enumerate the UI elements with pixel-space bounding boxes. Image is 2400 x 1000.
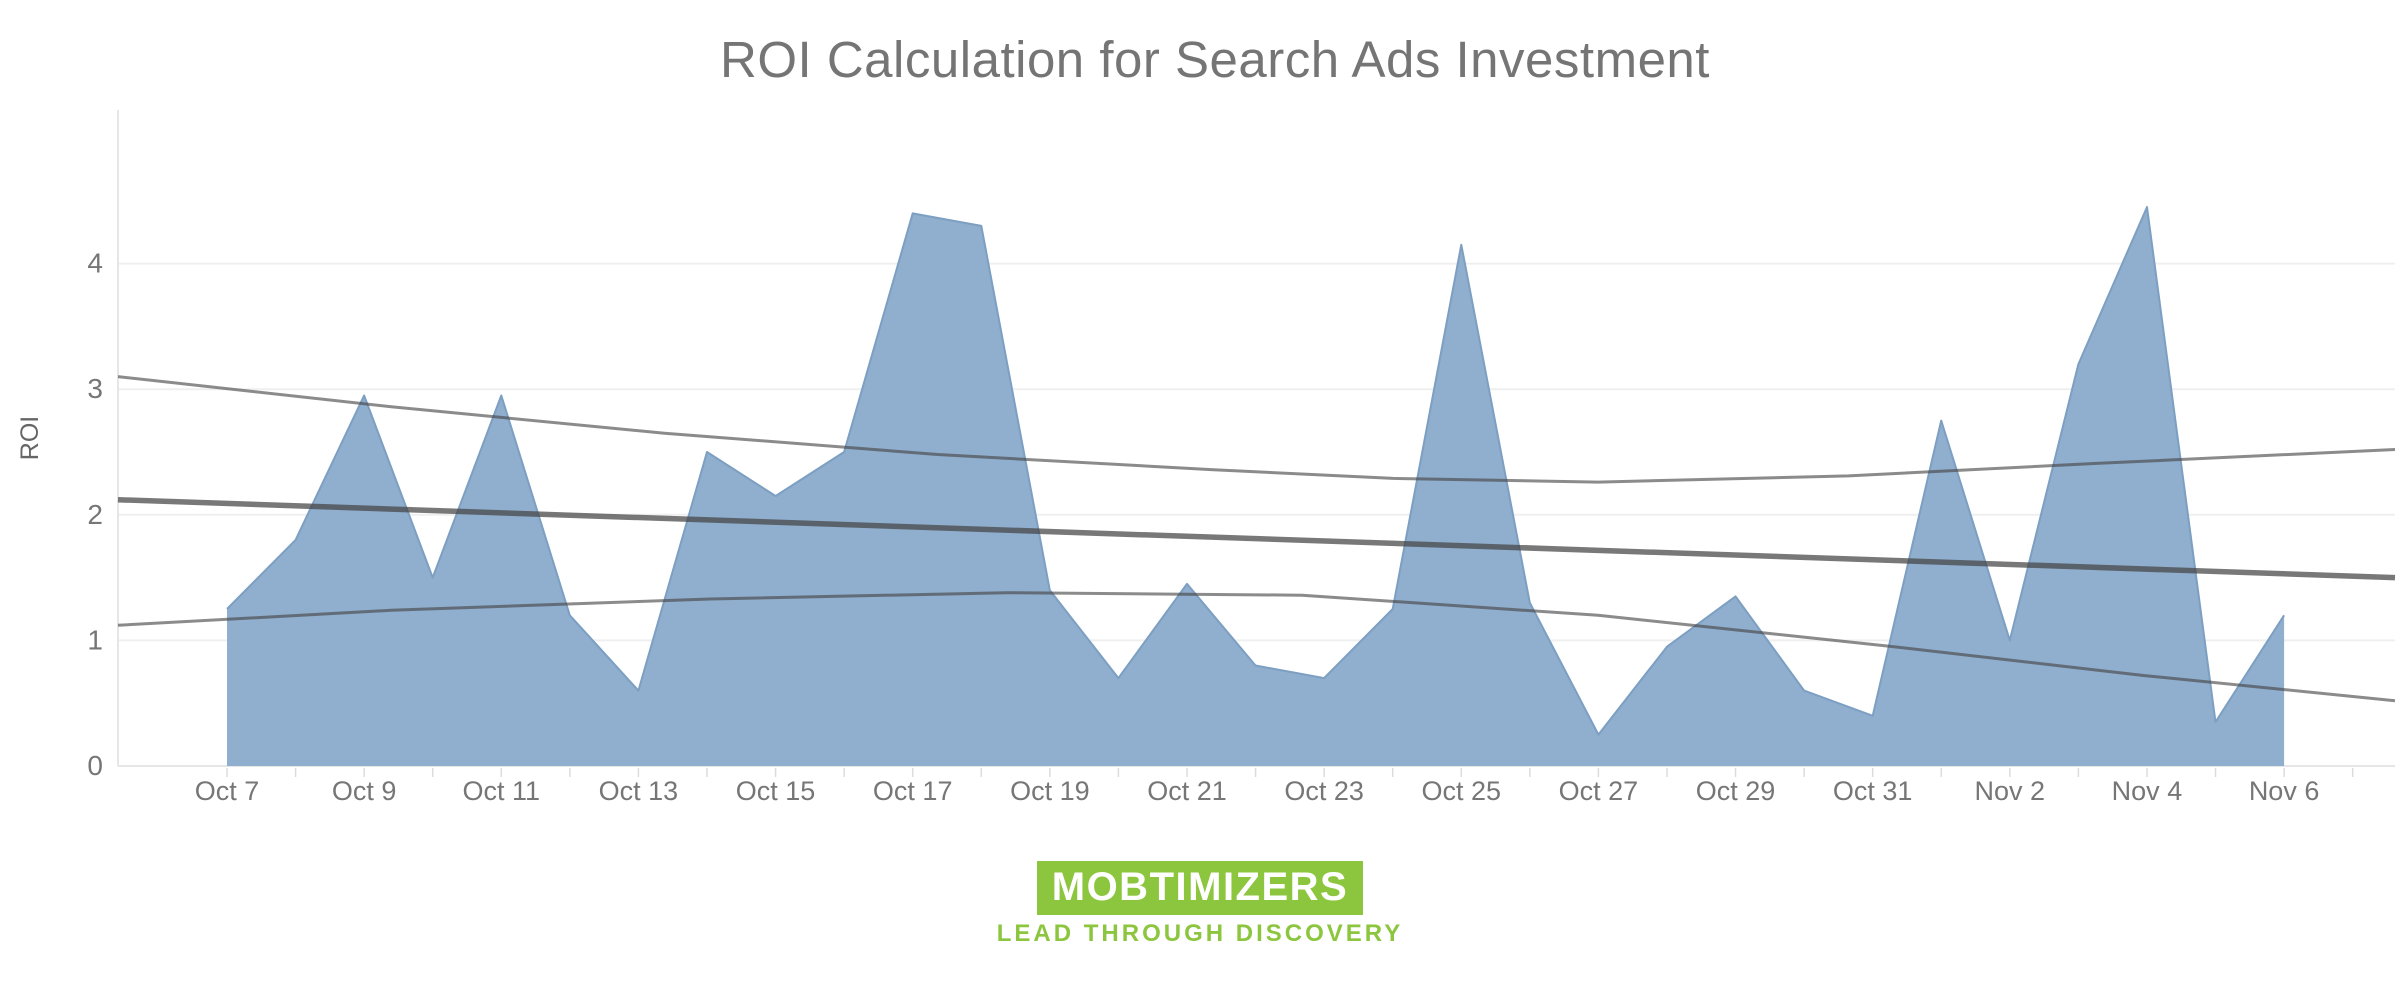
x-tick-label: Nov 2 (1975, 776, 2046, 806)
x-tick-label: Oct 25 (1421, 776, 1501, 806)
x-tick-labels: Oct 7 Oct 9 Oct 11 Oct 13 Oct 15 Oct 17 Oct 19… (195, 776, 2320, 806)
x-tick-label: Oct 7 (195, 776, 260, 806)
x-tick-label: Oct 21 (1147, 776, 1227, 806)
logo-name: MOBTIMIZERS (1051, 865, 1349, 909)
x-tick-label: Oct 9 (332, 776, 397, 806)
mobtimizers-logo[interactable]: MOBTIMIZERS (1036, 861, 1364, 915)
y-tick-label: 2 (87, 499, 103, 530)
x-tick-label: Oct 13 (599, 776, 679, 806)
roi-area-outline (226, 206, 2285, 736)
x-tick-label: Nov 6 (2249, 776, 2320, 806)
logo: MOBTIMIZERS LEAD THROUGH DISCOVERY (0, 861, 2400, 948)
x-tick-label: Nov 4 (2112, 776, 2183, 806)
x-tick-label: Oct 17 (873, 776, 953, 806)
y-axis-title: ROI (16, 416, 44, 460)
x-tick-label: Oct 19 (1010, 776, 1090, 806)
roi-area-series[interactable] (227, 207, 2285, 767)
logo-tagline: LEAD THROUGH DISCOVERY (996, 920, 1404, 947)
y-tick-label: 1 (87, 624, 103, 655)
confidence-band-upper-line[interactable] (117, 375, 2396, 484)
x-tick-label: Oct 31 (1833, 776, 1913, 806)
confidence-band-lower-line[interactable] (117, 591, 2396, 703)
y-tick-labels: 0 1 2 3 4 (87, 248, 103, 781)
y-tick-label: 3 (87, 373, 103, 404)
y-tick-label: 0 (87, 750, 103, 781)
y-tick-label: 4 (87, 248, 103, 279)
x-tick-label: Oct 27 (1559, 776, 1639, 806)
x-tick-label: Oct 29 (1696, 776, 1776, 806)
x-tick-label: Oct 11 (463, 776, 541, 806)
trend-line[interactable] (117, 496, 2396, 581)
x-axis-ticks (226, 768, 2354, 777)
x-tick-label: Oct 23 (1284, 776, 1364, 806)
x-tick-label: Oct 15 (736, 776, 816, 806)
page-title: ROI Calculation for Search Ads Investmen… (720, 31, 1710, 88)
